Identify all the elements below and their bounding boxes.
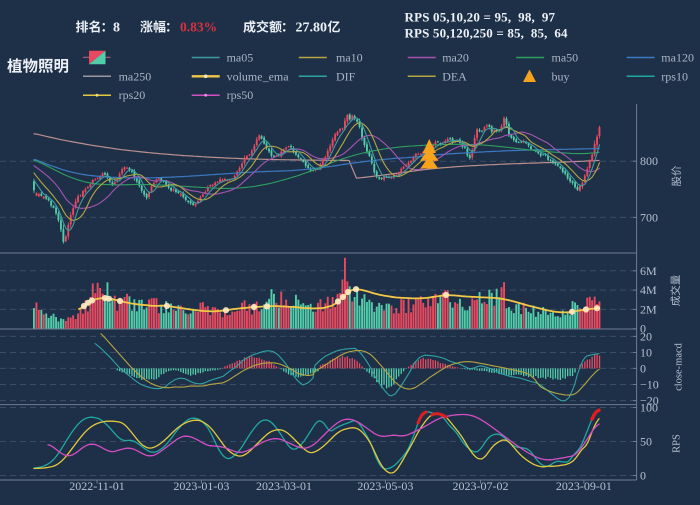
svg-text:volume_ema: volume_ema [227, 69, 290, 83]
svg-text:ma05: ma05 [227, 51, 254, 65]
svg-text:2023-09-01: 2023-09-01 [556, 479, 612, 493]
svg-text:2M: 2M [640, 302, 657, 316]
svg-text:rps20: rps20 [119, 88, 146, 102]
svg-text:100: 100 [640, 401, 658, 415]
svg-text:50: 50 [640, 435, 652, 449]
svg-text:700: 700 [640, 210, 658, 224]
svg-text:RPS 05,10,20 = 95, 98, 97: RPS 05,10,20 = 95, 98, 97 [405, 10, 556, 25]
svg-text:RPS 50,120,250 = 85, 85, 64: RPS 50,120,250 = 85, 85, 64 [405, 26, 569, 41]
svg-text:RPS: RPS [672, 434, 683, 453]
svg-text:DIF: DIF [336, 69, 356, 83]
svg-text:6M: 6M [640, 264, 657, 278]
svg-text:ma20: ma20 [442, 51, 469, 65]
svg-text:rps10: rps10 [661, 69, 688, 83]
svg-text:0.83%: 0.83% [180, 20, 217, 35]
svg-text:ma10: ma10 [336, 51, 363, 65]
svg-text:0: 0 [640, 469, 646, 483]
svg-text:buy: buy [552, 69, 570, 83]
svg-text:4M: 4M [640, 283, 657, 297]
svg-text:27.80: 27.80 [296, 21, 328, 36]
svg-text:2023-07-02: 2023-07-02 [453, 479, 509, 493]
svg-text:ma120: ma120 [661, 51, 694, 65]
svg-text:2022-11-01: 2022-11-01 [69, 479, 125, 493]
svg-text:close-macd: close-macd [674, 342, 685, 391]
svg-text:2023-01-03: 2023-01-03 [173, 479, 229, 493]
svg-text:−10: −10 [640, 378, 659, 392]
svg-text:800: 800 [640, 154, 658, 168]
svg-text:2023-05-03: 2023-05-03 [357, 479, 413, 493]
svg-text:ma50: ma50 [552, 51, 579, 65]
svg-text:rps50: rps50 [227, 88, 254, 102]
svg-text:2023-03-01: 2023-03-01 [256, 479, 312, 493]
svg-text:0: 0 [640, 361, 646, 375]
svg-text:20: 20 [640, 329, 652, 343]
svg-text:8: 8 [113, 21, 120, 36]
svg-text:10: 10 [640, 346, 652, 360]
svg-text:ma250: ma250 [119, 69, 152, 83]
svg-text:DEA: DEA [442, 69, 467, 83]
